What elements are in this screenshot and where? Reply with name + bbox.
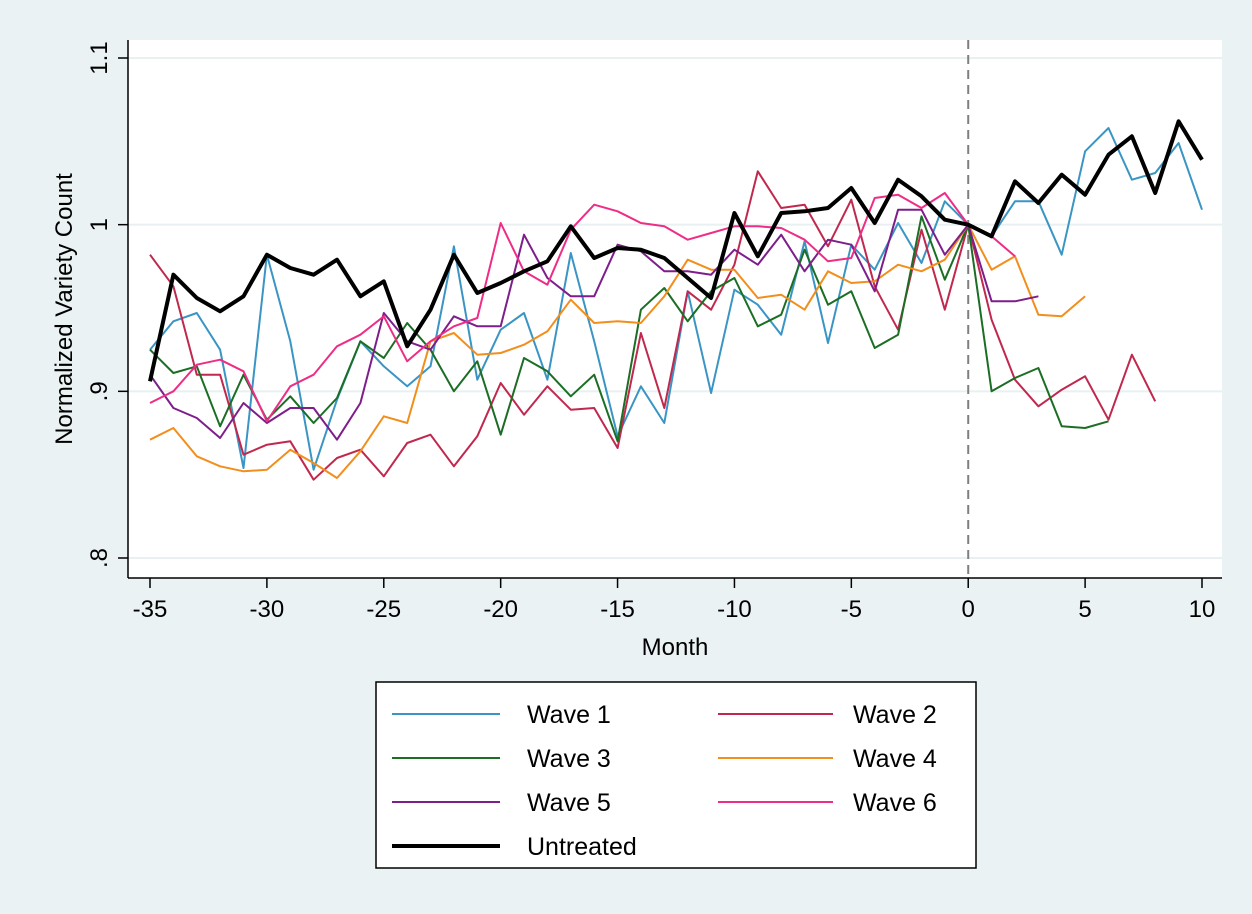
plot-background xyxy=(128,40,1222,578)
y-tick-label: .8 xyxy=(86,548,113,568)
legend-label: Wave 3 xyxy=(527,745,611,773)
x-tick-label: -25 xyxy=(366,596,401,623)
series-line-wave-2 xyxy=(149,170,1157,481)
legend-label: Wave 2 xyxy=(853,701,937,729)
x-tick-label: -20 xyxy=(483,596,518,623)
series-line-wave-5 xyxy=(149,208,1039,441)
y-tick-label: 1 xyxy=(86,218,113,231)
x-tick-label: -5 xyxy=(841,596,862,623)
y-tick-label: .9 xyxy=(86,381,113,401)
x-tick-label: -35 xyxy=(133,596,168,623)
ticks: .8 .9 1 1.1 -35 -30 -25 -20 -15 -10 -5 0 5 10 xyxy=(86,41,1215,623)
series-line-wave-6 xyxy=(149,192,1016,423)
x-tick-label: -15 xyxy=(600,596,635,623)
x-tick-label: 10 xyxy=(1189,596,1216,623)
series-lines xyxy=(148,119,1204,481)
legend: Wave 1 Wave 2 Wave 3 Wave 4 Wave 5 Wave 6 Untr… xyxy=(375,681,977,869)
series-line-wave-3 xyxy=(149,215,1109,443)
axes xyxy=(127,40,1222,579)
y-axis-label: Normalized Variety Count xyxy=(51,173,78,445)
x-tick-label: -10 xyxy=(717,596,752,623)
legend-label: Wave 1 xyxy=(527,701,611,729)
legend-label: Wave 6 xyxy=(853,789,937,817)
gridlines xyxy=(128,57,1222,559)
series-line-wave-4 xyxy=(149,223,1086,479)
legend-label: Wave 4 xyxy=(853,745,937,773)
x-tick-label: 0 xyxy=(962,596,975,623)
legend-label: Untreated xyxy=(527,833,637,861)
series-line-wave-1 xyxy=(149,127,1203,471)
x-tick-label: 5 xyxy=(1078,596,1091,623)
series-line-untreated xyxy=(148,119,1204,382)
legend-label: Wave 5 xyxy=(527,789,611,817)
y-tick-label: 1.1 xyxy=(86,41,113,74)
x-tick-label: -30 xyxy=(250,596,285,623)
x-axis-label: Month xyxy=(642,634,709,661)
